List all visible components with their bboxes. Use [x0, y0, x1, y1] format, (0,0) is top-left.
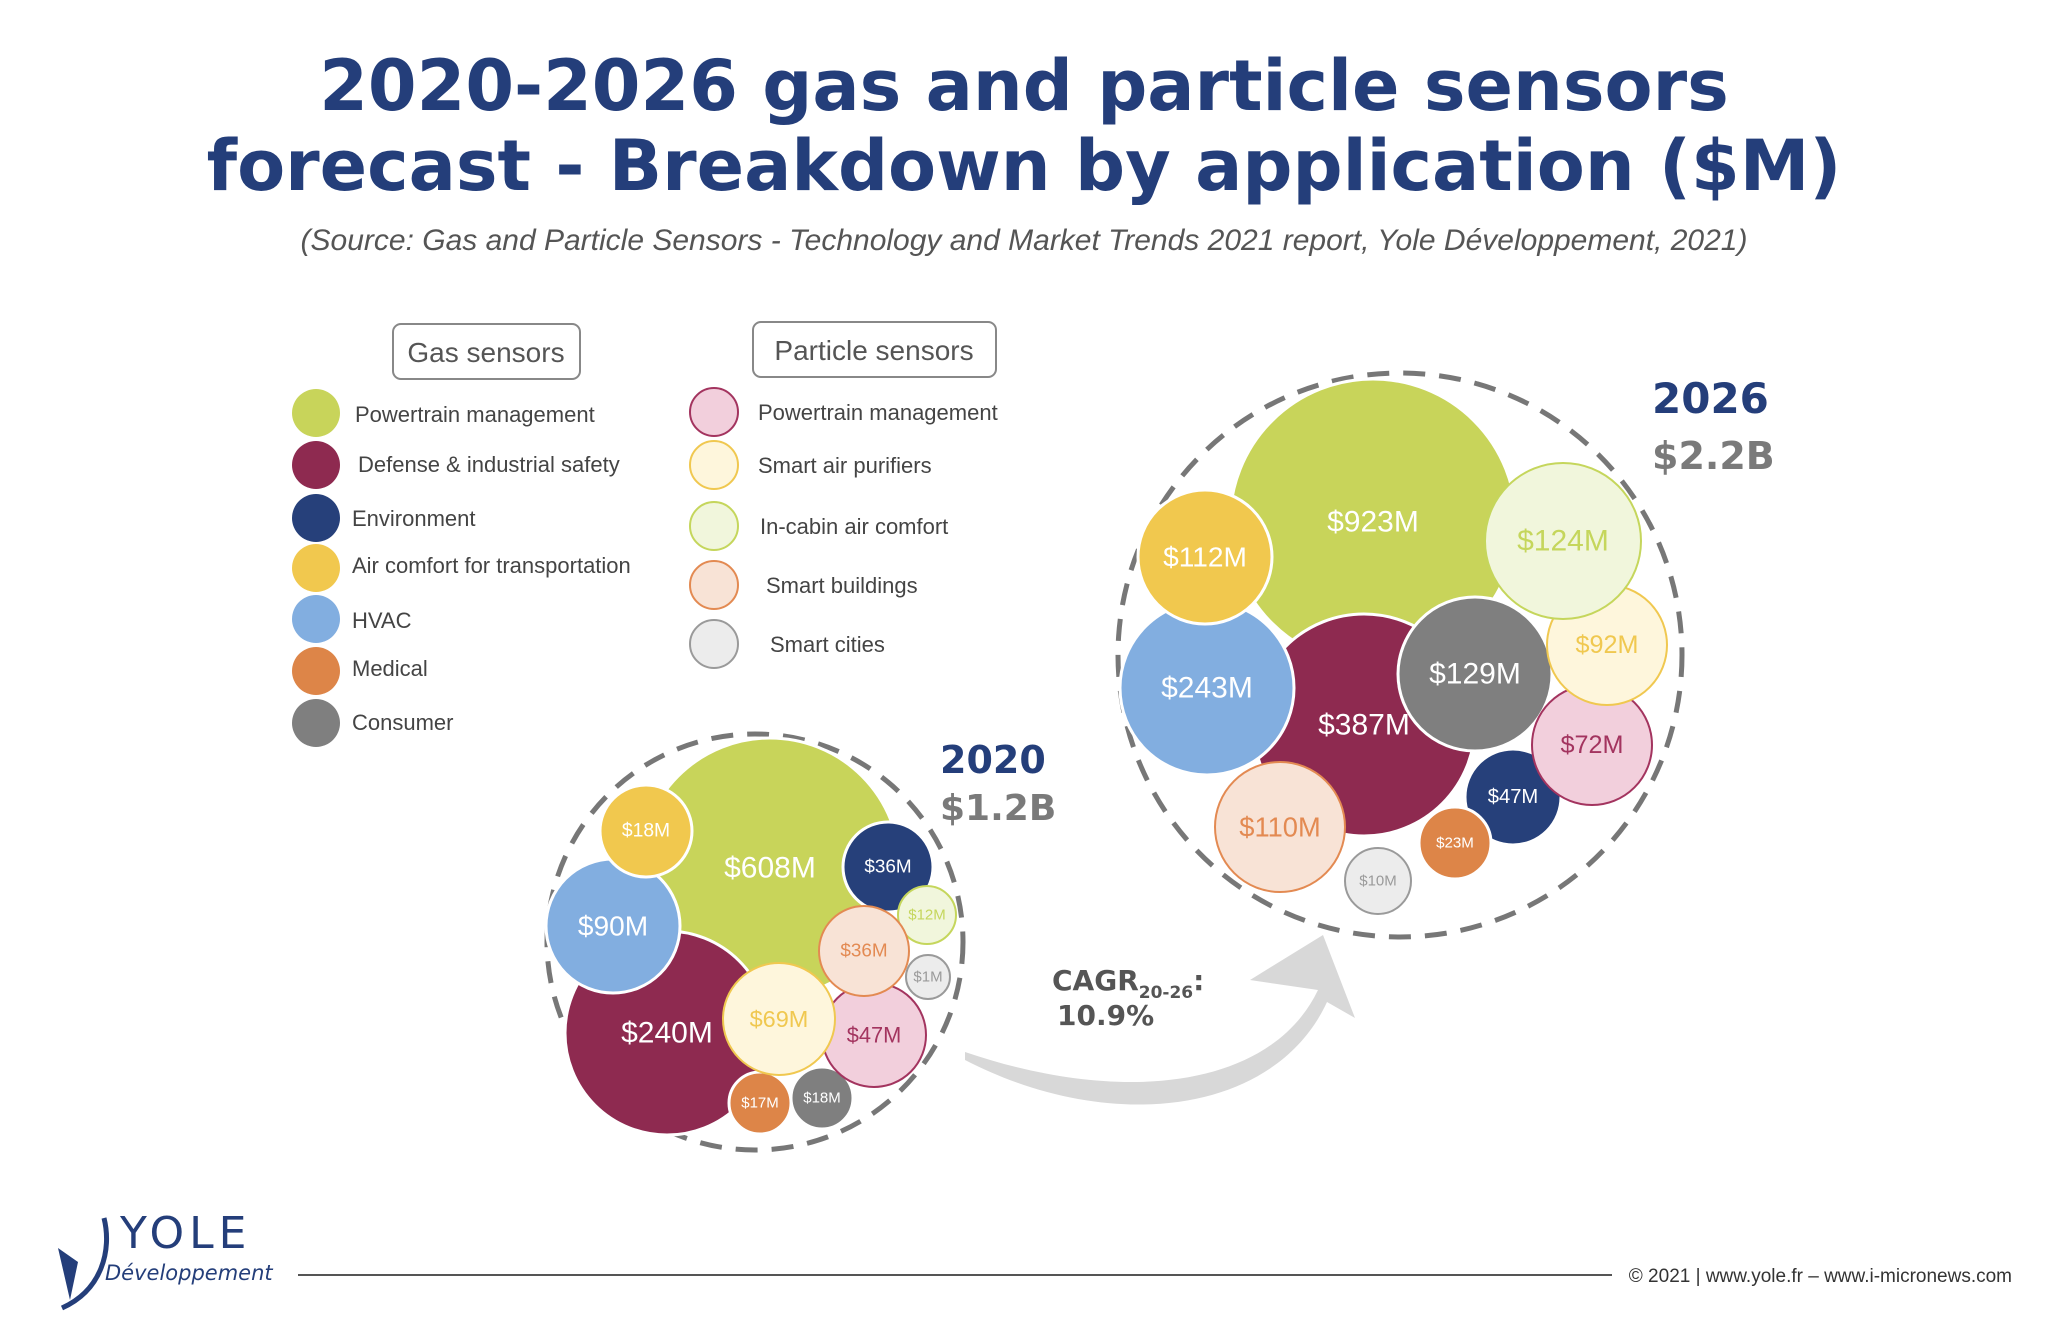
- bubble-label-2020-gas_defense: $240M: [621, 1017, 713, 1050]
- bubble-2026-gas_medical: [1417, 805, 1493, 881]
- bubble-2026-pm_cities: [1344, 847, 1412, 915]
- legend-label: Environment: [352, 506, 476, 531]
- legend-swatch-gas_consumer: [292, 699, 340, 747]
- bubble-label-2026-gas_hvac: $243M: [1161, 672, 1253, 705]
- cluster-2026-total: $2.2B: [1652, 434, 1775, 478]
- legend-label: Powertrain management: [355, 402, 595, 427]
- legend-label: In-cabin air comfort: [760, 514, 948, 539]
- bubble-label-2026-gas_defense: $387M: [1318, 709, 1410, 742]
- bubble-label-2020-pm_cities: $1M: [913, 969, 942, 986]
- legend-swatch-gas_environment: [292, 494, 340, 542]
- chart-title-line2: forecast - Breakdown by application ($M): [207, 125, 1842, 207]
- bubble-label-2020-gas_environment: $36M: [864, 857, 911, 878]
- yole-logo: YOLE Développement: [58, 1208, 273, 1311]
- cluster-2020-total: $1.2B: [940, 788, 1056, 829]
- legend-swatch-pm_powertrain: [689, 387, 739, 437]
- bubble-2020-pm_buildings: [818, 905, 910, 997]
- bubble-label-2026-pm_buildings: $110M: [1239, 812, 1320, 843]
- legend-particle: Powertrain management Smart air purifier…: [689, 387, 998, 669]
- legend-swatch-pm_buildings: [689, 560, 739, 610]
- bubble-label-2026-pm_cities: $10M: [1359, 873, 1397, 890]
- bubble-label-2026-gas_medical: $23M: [1436, 835, 1474, 852]
- legend-swatch-gas_hvac: [292, 595, 340, 643]
- legend-swatch-pm_purifiers: [689, 440, 739, 490]
- legend-particle-header-label: Particle sensors: [774, 335, 973, 366]
- bubble-2020-pm_purifiers: [722, 962, 836, 1076]
- legend-label: Smart buildings: [766, 573, 918, 598]
- legend-swatch-gas_defense: [292, 441, 340, 489]
- legend-swatch-gas_powertrain: [292, 389, 340, 437]
- chart-title-line1: 2020-2026 gas and particle sensors: [319, 45, 1729, 127]
- bubble-label-2026-gas_air_transport: $112M: [1163, 542, 1247, 573]
- logo-mark-icon: [58, 1248, 78, 1300]
- bubble-2020-gas_air_transport: [598, 783, 694, 879]
- bubble-2020-pm_incabin: [897, 885, 957, 945]
- bubble-2026-gas_consumer: [1396, 595, 1554, 753]
- bubble-2020-pm_cities: [905, 954, 951, 1000]
- bubble-label-2026-gas_consumer: $129M: [1429, 658, 1521, 691]
- legend-label: Medical: [352, 656, 428, 681]
- bubble-label-2020-gas_medical: $17M: [741, 1095, 779, 1112]
- bubble-label-2020-pm_incabin: $12M: [908, 907, 946, 924]
- logo-swoosh-icon: [60, 1217, 110, 1311]
- bubble-label-2026-gas_environment: $47M: [1488, 786, 1539, 808]
- bubble-cluster-2020: $608M $240M $90M $18M $36M $17M $18M $47M $69M $1…: [544, 731, 966, 1153]
- bubble-label-2026-gas_powertrain: $923M: [1327, 506, 1419, 539]
- footer-copyright: © 2021 | www.yole.fr – www.i-micronews.c…: [1629, 1266, 2012, 1287]
- bubble-label-2020-gas_air_transport: $18M: [622, 821, 670, 842]
- bubble-label-2020-pm_purifiers: $69M: [750, 1006, 809, 1032]
- legend-label: Smart cities: [770, 632, 885, 657]
- legend-label: HVAC: [352, 608, 412, 633]
- chart-source: (Source: Gas and Particle Sensors - Tech…: [301, 224, 1748, 257]
- legend-label: Powertrain management: [758, 400, 998, 425]
- legend-swatch-gas_air_transport: [292, 544, 340, 592]
- bubble-2026-pm_incabin: [1484, 462, 1642, 620]
- cagr-label: CAGR20-26:: [1052, 964, 1204, 1003]
- bubble-label-2026-pm_incabin: $124M: [1517, 525, 1609, 558]
- legend-gas: Powertrain management Defense & industri…: [292, 389, 631, 747]
- bubble-label-2020-pm_buildings: $36M: [840, 941, 887, 962]
- bubble-label-2020-gas_hvac: $90M: [578, 911, 648, 942]
- cagr-value: 10.9%: [1057, 999, 1154, 1032]
- legend-gas-header-label: Gas sensors: [407, 337, 564, 368]
- legend-particle-header: Particle sensors: [752, 321, 997, 378]
- legend-label: Consumer: [352, 710, 453, 735]
- legend-swatch-pm_incabin: [689, 501, 739, 551]
- bubble-label-2020-gas_consumer: $18M: [803, 1090, 841, 1107]
- bubble-label-2026-pm_powertrain: $72M: [1560, 731, 1623, 759]
- bubble-label-2026-pm_purifiers: $92M: [1575, 631, 1638, 659]
- bubble-2020-gas_consumer: [789, 1065, 855, 1131]
- cluster-2020-year: 2020: [940, 738, 1046, 782]
- logo-main: YOLE: [119, 1208, 251, 1259]
- bubble-cluster-2026: $923M $387M $243M $112M $47M $23M $129M $72M $92…: [1115, 370, 1685, 940]
- bubble-2026-pm_buildings: [1214, 761, 1346, 893]
- bubble-2026-gas_air_transport: [1136, 488, 1274, 626]
- legend-label: Air comfort for transportation: [352, 553, 631, 578]
- logo-sub: Développement: [105, 1261, 273, 1285]
- legend-swatch-gas_medical: [292, 647, 340, 695]
- bubble-label-2020-gas_powertrain: $608M: [724, 852, 816, 885]
- legend-label: Smart air purifiers: [758, 453, 932, 478]
- legend-label: Defense & industrial safety: [358, 452, 620, 477]
- legend-swatch-pm_cities: [689, 619, 739, 669]
- cagr-arrow-icon: [965, 935, 1355, 1105]
- cluster-2026-year: 2026: [1652, 374, 1769, 423]
- legend-gas-header: Gas sensors: [392, 323, 581, 380]
- bubble-label-2020-pm_powertrain: $47M: [847, 1023, 902, 1048]
